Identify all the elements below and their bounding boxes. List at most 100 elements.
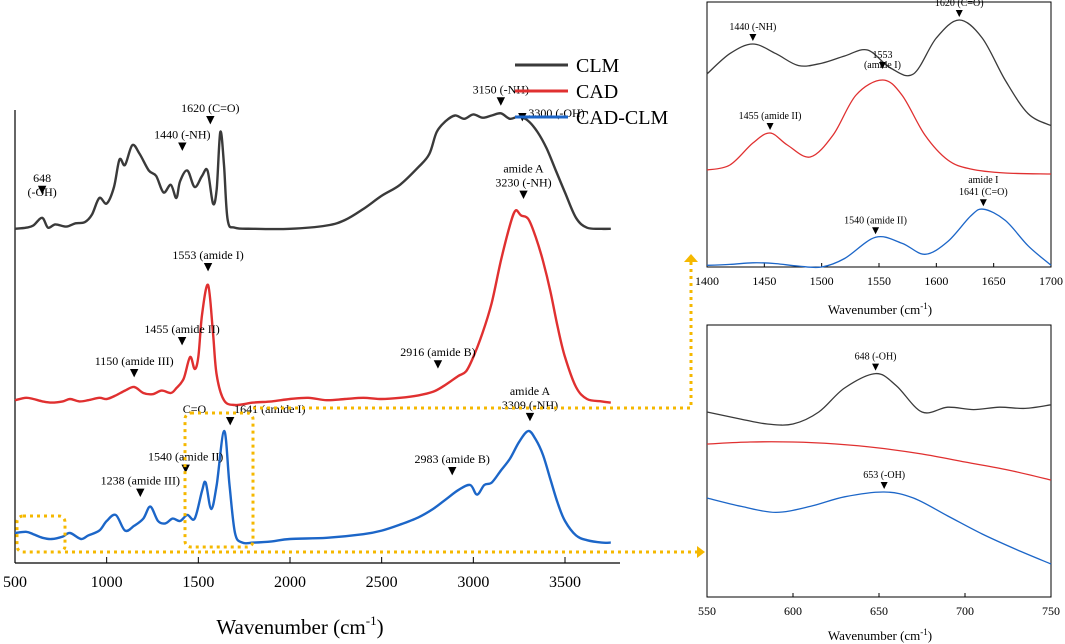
- main-peak-annotation: 3309 (-NH): [502, 398, 558, 412]
- main-annotation-arrow: [448, 467, 457, 476]
- inset-top-annotation-arrow: [872, 227, 880, 235]
- inset-bottom-x-tick-label: 750: [1042, 604, 1060, 618]
- connector-arrow-top: [684, 254, 698, 262]
- inset-top-series-clm-line: [706, 19, 1052, 127]
- main-x-tick-label: 500: [3, 574, 27, 591]
- inset-top-series-cad-clm-line: [706, 208, 1052, 269]
- legend-label-cad-clm: CAD-CLM: [576, 107, 668, 129]
- main-peak-annotation: 2983 (amide B): [415, 452, 490, 466]
- inset-top-x-tick-label: 1650: [982, 274, 1006, 288]
- main-peak-annotation: 1553 (amide I): [172, 248, 243, 262]
- main-peak-annotation: 3230 (-NH): [495, 176, 551, 190]
- inset-top-peak-annotation: (amide I): [864, 60, 901, 71]
- connector-to-top-inset: [253, 262, 693, 410]
- inset-top-peak-annotation: 1553: [872, 50, 892, 61]
- inset-bottom-annotation-arrow: [880, 482, 888, 489]
- main-annotation-arrow: [433, 360, 443, 369]
- main-annotation-arrow: [129, 369, 139, 378]
- main-x-axis-label: Wavenumber (cm-1): [216, 613, 383, 639]
- inset-bottom-annotations: 648 (-OH) 653 (-OH): [855, 352, 905, 489]
- inset-top-annotation-arrow: [749, 34, 757, 41]
- legend: CLM CAD CAD-CLM: [515, 55, 668, 129]
- main-peak-annotation: C=O: [183, 402, 207, 416]
- inset-bottom-peak-annotation: 648 (-OH): [855, 352, 897, 363]
- main-peak-annotation: (-OH): [27, 185, 56, 199]
- main-peak-annotation: 1238 (amide III): [101, 474, 180, 488]
- main-peak-annotation: 1620 (C=O): [181, 101, 239, 115]
- main-peak-annotation: 3150 (-NH): [473, 82, 529, 96]
- main-annotation-arrow: [519, 190, 528, 199]
- main-x-tick-label: 1000: [91, 574, 123, 591]
- main-annotation-arrow: [225, 417, 235, 426]
- inset-top-peak-annotation: 1455 (amide II): [739, 111, 802, 122]
- inset-bottom-series-cad-clm-line: [706, 491, 1052, 565]
- main-peak-annotation: 1440 (-NH): [154, 128, 210, 142]
- main-annotation-arrow: [496, 97, 506, 106]
- inset-top-series-cad-line: [706, 79, 1052, 175]
- inset-top-annotation-arrow: [955, 10, 963, 17]
- inset-top-peak-annotation: 1440 (-NH): [729, 22, 776, 33]
- main-panel: 500 1000 1500 2000 2500 3000 3500 648(-OH) 1440…: [3, 82, 620, 639]
- inset-bottom-ticks: 550 600 650 700 750: [698, 593, 1060, 618]
- inset-bottom-series-clm-line: [706, 372, 1052, 426]
- main-series-cad-line: [14, 209, 611, 407]
- inset-bottom-x-tick-label: 700: [956, 604, 974, 618]
- inset-bottom-x-tick-label: 550: [698, 604, 716, 618]
- main-peak-annotation: amide A: [510, 384, 551, 398]
- main-x-tick-label: 2500: [366, 574, 398, 591]
- main-series-cad-clm-line: [14, 429, 611, 545]
- main-peak-annotation: 1150 (amide III): [95, 354, 174, 368]
- inset-top-x-axis-label: Wavenumber (cm-1): [828, 301, 932, 317]
- inset-top-peak-annotation: 1540 (amide II): [844, 215, 907, 226]
- inset-top-ticks: 1400 1450 1500 1550 1600 1650 1700: [695, 263, 1063, 288]
- inset-top-x-tick-label: 1450: [752, 274, 776, 288]
- inset-bottom-x-axis-label: Wavenumber (cm-1): [828, 627, 932, 643]
- inset-bottom-series-cad-line: [706, 441, 1052, 481]
- inset-bottom-annotation-arrow: [872, 363, 880, 371]
- main-annotations: 648(-OH) 1440 (-NH) 1620 (C=O) 3150 (-NH) 33…: [27, 82, 585, 497]
- main-annotation-arrow: [525, 412, 535, 422]
- inset-top-x-tick-label: 1550: [867, 274, 891, 288]
- inset-top-x-tick-label: 1600: [924, 274, 948, 288]
- inset-bottom-frame: [706, 324, 1052, 598]
- main-annotation-arrow: [37, 185, 47, 195]
- main-peak-annotation: 1455 (amide II): [144, 322, 219, 336]
- legend-label-clm: CLM: [576, 55, 620, 77]
- main-series-clm-line: [14, 112, 611, 231]
- inset-bottom-peak-annotation: 653 (-OH): [863, 470, 905, 481]
- inset-top-peak-annotation: 1641 (C=O): [959, 187, 1008, 198]
- inset-top-x-tick-label: 1400: [695, 274, 719, 288]
- main-lines: [14, 112, 611, 545]
- main-x-tick-label: 1500: [182, 574, 214, 591]
- inset-top-lines: [706, 19, 1052, 269]
- connector-arrow-bottom: [697, 546, 705, 558]
- highlight-box-amide-region: [183, 411, 255, 549]
- inset-top-peak-annotation: 1620 (C=O): [935, 0, 984, 9]
- main-peak-annotation: 648: [33, 171, 51, 185]
- inset-top-annotation-arrow: [878, 62, 886, 69]
- main-annotation-arrow: [136, 488, 145, 497]
- inset-top-annotations: 1440 (-NH) 1620 (C=O) 1553(amide I) 1455 (a…: [729, 0, 1008, 235]
- inset-top-annotation-arrow: [766, 123, 774, 130]
- main-ticks: 500 1000 1500 2000 2500 3000 3500: [3, 557, 581, 591]
- inset-bottom-panel: 550 600 650 700 750 648 (-OH) 653 (-OH) Waven…: [698, 324, 1060, 643]
- main-annotation-arrow: [177, 337, 187, 346]
- inset-top-x-tick-label: 1700: [1039, 274, 1063, 288]
- inset-bottom-x-tick-label: 600: [784, 604, 802, 618]
- highlight-box-low-wavenumber: [15, 514, 67, 554]
- main-annotation-arrow: [206, 116, 215, 125]
- main-x-tick-label: 2000: [274, 574, 306, 591]
- inset-top-x-tick-label: 1500: [810, 274, 834, 288]
- main-peak-annotation: 2916 (amide B): [400, 345, 475, 359]
- main-peak-annotation: amide A: [503, 162, 544, 176]
- inset-top-annotation-arrow: [979, 199, 987, 207]
- inset-bottom-x-tick-label: 650: [870, 604, 888, 618]
- main-x-tick-label: 3500: [549, 574, 581, 591]
- inset-top-panel: 1400 1450 1500 1550 1600 1650 1700 1440 (-NH)1…: [695, 0, 1063, 317]
- main-annotation-arrow: [203, 263, 213, 272]
- inset-top-peak-annotation: amide I: [968, 175, 998, 186]
- legend-label-cad: CAD: [576, 81, 618, 103]
- main-annotation-arrow: [181, 464, 190, 473]
- main-x-tick-label: 3000: [457, 574, 489, 591]
